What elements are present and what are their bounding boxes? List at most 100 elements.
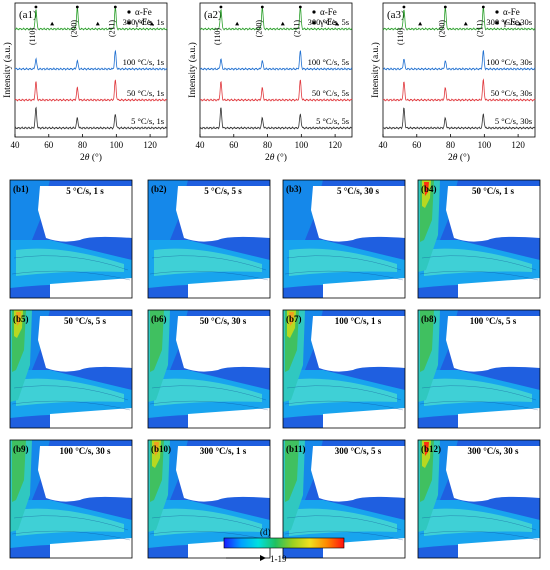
xrd-panel-tag: (a1) <box>19 9 37 21</box>
contour-band <box>289 378 397 406</box>
colorbar-tag: (d) <box>260 527 271 537</box>
contour-line <box>151 515 267 531</box>
heatmap-panel-2: (b2) 5 °C/s, 5 s <box>147 179 271 299</box>
contour-band <box>285 440 299 502</box>
heatmap-frame <box>9 179 133 299</box>
contour-hotspot <box>424 442 429 456</box>
heatmap-frame <box>9 439 133 559</box>
contour-void <box>311 446 405 502</box>
contour-void <box>323 408 405 428</box>
heatmap-panel-3: (b3) 5 °C/s, 30 s <box>282 179 406 299</box>
contour-void <box>38 316 132 372</box>
contour-void <box>38 186 132 242</box>
contour-void <box>176 316 270 372</box>
heatmap-panel-label: 300 °C/s, 30 s <box>467 446 519 456</box>
heatmap-frame <box>147 179 271 299</box>
xrd-panels: (a1) 300 °C/s, 1s 100 °C/s, 1s 50 °C/s, 1s 5… <box>2 2 536 163</box>
xrd-frame <box>382 2 536 138</box>
xrd-series-label: 50 °C/s, 5s <box>312 88 349 98</box>
contour-band <box>16 378 124 406</box>
heatmap-panel-tag: (b5) <box>13 314 29 324</box>
contour-void <box>50 538 132 558</box>
contour-line <box>11 530 131 541</box>
gamma-fe-marker <box>50 21 55 26</box>
contour-hotspot <box>16 312 21 326</box>
xrd-series-label: 5 °C/s, 5s <box>316 116 349 126</box>
heatmap-field <box>283 310 405 428</box>
contour-line <box>286 385 402 401</box>
contour-band <box>289 508 397 536</box>
alpha-fe-marker <box>298 5 302 9</box>
contour-band <box>12 440 26 502</box>
x-tick-label: 80 <box>446 140 456 150</box>
contour-line <box>13 255 129 271</box>
heatmap-panel-label: 100 °C/s, 1 s <box>335 316 382 326</box>
x-axis-label: 2θ (°) <box>265 152 287 163</box>
x-tick-label: 120 <box>511 140 525 150</box>
legend-gamma-marker <box>127 20 131 24</box>
heatmap-panel-label: 300 °C/s, 5 s <box>335 446 382 456</box>
contour-band <box>16 508 124 536</box>
heatmap-field <box>418 440 540 558</box>
contour-line <box>419 400 539 411</box>
contour-band <box>154 248 262 276</box>
legend-gamma-label: γ-Fe <box>319 17 336 27</box>
heatmap-panel-12: (b12) 300 °C/s, 30 s <box>417 439 541 559</box>
legend-gamma-label: γ-Fe <box>502 17 519 27</box>
contour-hotspot <box>424 182 429 196</box>
contour-band <box>424 378 532 406</box>
xrd-series-line <box>382 78 536 102</box>
heatmap-panel-8: (b8) 100 °C/s, 5 s <box>417 309 541 429</box>
legend-alpha-label: α-Fe <box>135 7 152 17</box>
contour-void <box>458 408 540 428</box>
contour-void <box>446 316 540 372</box>
xrd-series-line <box>14 49 168 71</box>
heatmap-field <box>10 310 132 428</box>
x-axis-label: 2θ (°) <box>80 152 102 163</box>
contour-line <box>286 515 402 531</box>
contour-void <box>188 408 270 428</box>
xrd-series-line <box>199 50 353 71</box>
contour-void <box>311 186 405 242</box>
heatmap-panel-tag: (b2) <box>151 184 167 194</box>
colorbar: (d) 1-19 <box>223 527 345 564</box>
heatmap-panel-tag: (b4) <box>421 184 437 194</box>
heatmap-frame <box>282 439 406 559</box>
contour-band <box>16 248 124 276</box>
gamma-fe-marker <box>149 21 154 26</box>
contour-hotspot <box>154 442 159 456</box>
contour-line <box>284 270 404 281</box>
xrd-series-line <box>382 107 536 130</box>
gamma-fe-marker <box>517 21 522 26</box>
xrd-frame <box>14 2 168 138</box>
y-axis-label: Intensity (a.u.) <box>2 42 13 98</box>
alpha-fe-marker <box>443 5 447 9</box>
contour-line <box>419 530 539 541</box>
xrd-series-label: 300 °C/s, 1s <box>123 17 164 27</box>
xrd-series-label: 50 °C/s, 30s <box>491 88 532 98</box>
xrd-peak-label: (200) <box>254 20 263 38</box>
heatmap-panel-label: 50 °C/s, 5 s <box>64 316 107 326</box>
contour-line <box>13 385 129 401</box>
contour-line <box>286 255 402 271</box>
xrd-peak-label: (211) <box>475 20 484 37</box>
alpha-fe-marker <box>219 5 223 9</box>
heatmap-panel-tag: (b10) <box>151 444 171 454</box>
xrd-panel-tag: (a2) <box>204 9 222 21</box>
heatmap-panel-tag: (b11) <box>286 444 306 454</box>
heatmap-panel-9: (b9) 100 °C/s, 30 s <box>9 439 133 559</box>
contour-line <box>284 530 404 541</box>
heatmap-panel-label: 300 °C/s, 1 s <box>200 446 247 456</box>
heatmap-panel-tag: (b6) <box>151 314 167 324</box>
contour-void <box>176 186 270 242</box>
x-axis-label: 2θ (°) <box>448 152 470 163</box>
legend-gamma-marker <box>495 20 499 24</box>
xrd-series-label: 100 °C/s, 5s <box>308 57 349 67</box>
heatmap-panel-6: (b6) 50 °C/s, 30 s <box>147 309 271 429</box>
heatmap-field <box>283 180 405 298</box>
contour-line <box>11 400 131 411</box>
contour-line <box>11 270 131 281</box>
xrd-peak-label: (110) <box>213 28 222 45</box>
alpha-fe-marker <box>113 5 117 9</box>
heatmap-field <box>148 310 270 428</box>
